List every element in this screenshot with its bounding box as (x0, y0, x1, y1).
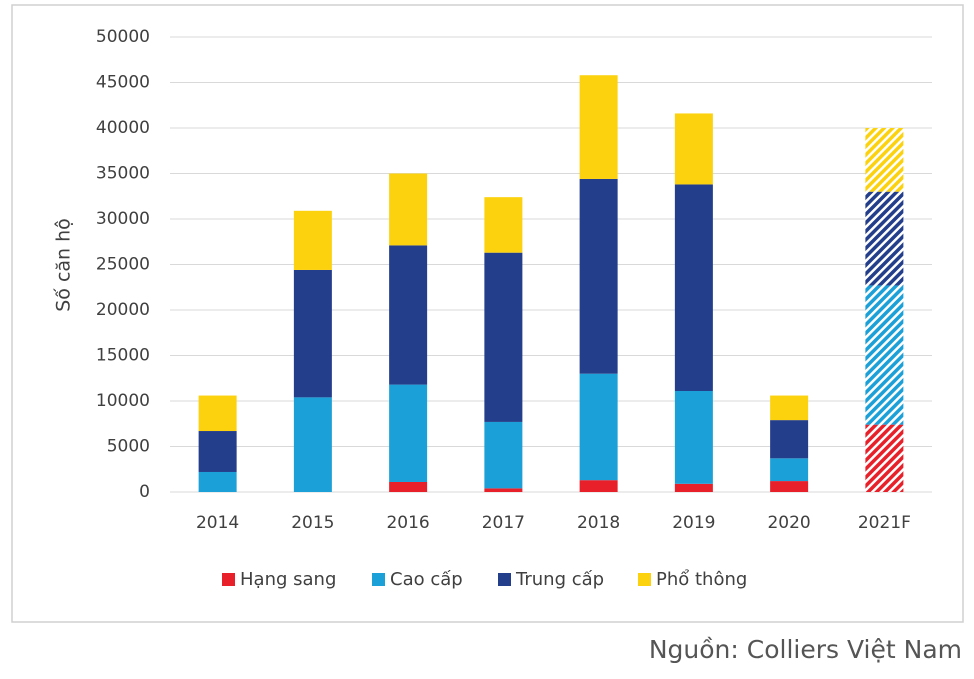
legend-label: Hạng sang (240, 569, 336, 590)
y-tick-label: 5000 (107, 437, 150, 457)
bar-segment (674, 184, 713, 391)
bar-segment (674, 113, 713, 185)
legend-label: Cao cấp (390, 569, 463, 590)
bar-segment (484, 421, 523, 489)
source-note: Nguồn: Colliers Việt Nam (649, 635, 962, 664)
x-tick-label: 2014 (196, 513, 239, 533)
bar-segment (865, 128, 904, 192)
x-tick-label: 2021F (858, 513, 911, 533)
bar-segment (293, 269, 332, 398)
bar-segment (198, 431, 237, 472)
bar-segment (865, 285, 904, 425)
bar-segment (389, 384, 428, 482)
bar-segment (389, 481, 428, 492)
bar-segment (674, 390, 713, 484)
legend-label: Trung cấp (515, 569, 604, 590)
bar-segment (579, 373, 618, 481)
y-tick-label: 40000 (96, 118, 150, 138)
bar-segment (865, 191, 904, 286)
bar-segment (579, 75, 618, 179)
x-tick-label: 2020 (767, 513, 810, 533)
bar-segment (865, 424, 904, 492)
y-tick-label: 0 (139, 482, 150, 502)
legend-swatch (372, 573, 385, 586)
x-tick-label: 2016 (386, 513, 429, 533)
bar-segment (198, 471, 237, 492)
legend-swatch (638, 573, 651, 586)
bar-segment (770, 458, 809, 482)
bar-segment (770, 481, 809, 492)
bar-segment (293, 397, 332, 492)
y-tick-label: 45000 (96, 73, 150, 93)
bar-segment (674, 483, 713, 492)
x-tick-label: 2017 (482, 513, 525, 533)
legend-swatch (498, 573, 511, 586)
y-tick-label: 25000 (96, 255, 150, 275)
bar-segment (484, 488, 523, 492)
y-tick-label: 15000 (96, 346, 150, 366)
x-tick-label: 2015 (291, 513, 334, 533)
bar-segment (484, 252, 523, 422)
y-tick-label: 10000 (96, 391, 150, 411)
legend-label: Phổ thông (656, 569, 747, 590)
bar-segment (484, 197, 523, 253)
bar-segment (389, 173, 428, 246)
x-tick-label: 2019 (672, 513, 715, 533)
bar-segment (198, 395, 237, 432)
y-tick-label: 20000 (96, 300, 150, 320)
bar-segment (770, 420, 809, 459)
bar-segment (579, 480, 618, 492)
y-tick-label: 35000 (96, 164, 150, 184)
chart-frame (11, 4, 964, 623)
x-tick-label: 2018 (577, 513, 620, 533)
legend-swatch (222, 573, 235, 586)
y-axis-label: Số căn hộ (53, 218, 75, 312)
bar-segment (293, 210, 332, 270)
y-tick-label: 50000 (96, 27, 150, 47)
bar-segment (770, 395, 809, 421)
y-tick-label: 30000 (96, 209, 150, 229)
bar-segment (579, 178, 618, 374)
bar-segment (389, 245, 428, 385)
